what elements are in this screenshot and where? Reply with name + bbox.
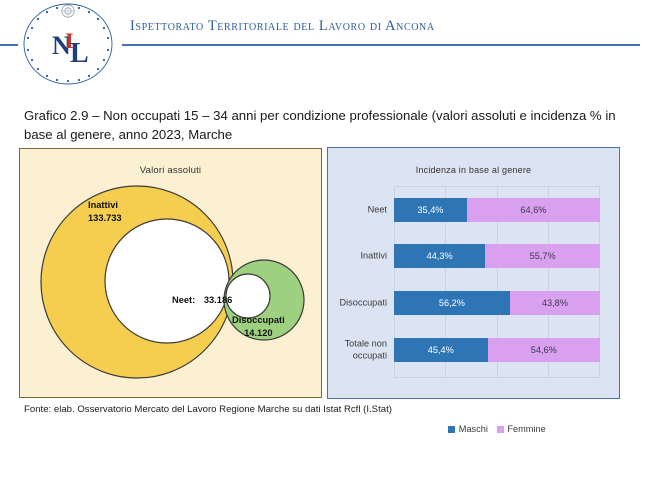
header-organization-title: Ispettorato Territoriale del Lavoro di A… bbox=[130, 18, 435, 34]
left-panel-caption: Valori assoluti bbox=[139, 165, 202, 176]
stacked-bar-chart: Neet 35,4% 64,6% Inattivi 44,3% 55,7% Di… bbox=[328, 148, 619, 434]
bar-category-label: Inattivi bbox=[360, 250, 387, 261]
bar-category-label: Disoccupati bbox=[339, 297, 388, 308]
venn-label-disoccupati-name: Disoccupati bbox=[232, 315, 285, 325]
venn-label-neet: Neet: 33.186 bbox=[172, 294, 232, 307]
circle-neet bbox=[225, 273, 271, 319]
header-rule bbox=[122, 44, 640, 46]
venn-label-inattivi-value: 133.733 bbox=[88, 212, 122, 223]
venn-label-disoccupati-value: 14.120 bbox=[244, 327, 273, 338]
table-row: Inattivi 44,3% 55,7% bbox=[360, 244, 600, 268]
venn-label-inattivi-name: Inattivi bbox=[88, 200, 118, 210]
plot-area: Neet 35,4% 64,6% Inattivi 44,3% 55,7% Di… bbox=[340, 186, 600, 478]
gridline-0 bbox=[394, 186, 395, 377]
figure-source: Fonte: elab. Osservatorio Mercato del La… bbox=[24, 404, 392, 415]
gridline-50 bbox=[497, 186, 498, 377]
svg-text:L: L bbox=[70, 38, 89, 69]
bar-segment-femmine: 64,6% bbox=[466, 198, 600, 222]
legend-label-maschi: Maschi bbox=[458, 424, 488, 434]
legend-label-femmine: Femmine bbox=[507, 424, 546, 434]
legend-item-maschi[interactable]: Maschi bbox=[448, 424, 488, 434]
svg-text:I: I bbox=[65, 28, 74, 53]
bar-segment-femmine: 43,8% bbox=[509, 291, 600, 315]
plot-frame-bottom bbox=[394, 377, 600, 378]
bar-segment-maschi: 44,3% bbox=[394, 244, 486, 268]
right-panel-caption: Incidenza in base al genere bbox=[415, 165, 532, 175]
bar-category-label: Totale non occupati bbox=[344, 338, 387, 361]
venn-label-inattivi: Inattivi 133.733 bbox=[88, 199, 122, 224]
legend-swatch-icon bbox=[448, 425, 456, 433]
venn-label-disoccupati: Disoccupati 14.120 bbox=[232, 314, 285, 339]
table-row: Disoccupati 56,2% 43,8% bbox=[340, 291, 600, 315]
gridline-100 bbox=[599, 186, 600, 377]
bar-segment-maschi: 56,2% bbox=[394, 291, 510, 315]
venn-label-neet-name: Neet: bbox=[172, 295, 196, 305]
figure-title: Grafico 2.9 – Non occupati 15 – 34 anni … bbox=[24, 108, 616, 142]
legend-item-femmine[interactable]: Femmine bbox=[496, 424, 546, 434]
bar-segment-femmine: 55,7% bbox=[485, 244, 600, 268]
panel-incidenza-genere: Incidenza in base al genere Neet 35,4% 6… bbox=[327, 147, 620, 434]
circle-inattivi-inner-hole bbox=[104, 218, 230, 344]
venn-label-neet-value: 33.186 bbox=[203, 295, 233, 305]
svg-text:N: N bbox=[52, 31, 71, 60]
gridline-75 bbox=[548, 186, 549, 377]
bar-segment-maschi: 35,4% bbox=[394, 198, 467, 222]
page-header: N I L Ispettorato Territoriale del Lavor… bbox=[0, 0, 650, 85]
gridline-25 bbox=[445, 186, 446, 377]
bar-category-label: Neet bbox=[367, 204, 387, 215]
bar-segment-maschi: 45,4% bbox=[394, 338, 488, 362]
inl-logo: N I L bbox=[16, 0, 120, 85]
chart-legend: Maschi Femmine bbox=[394, 424, 600, 434]
legend-swatch-icon bbox=[496, 425, 504, 433]
header-rule-left bbox=[0, 44, 18, 46]
panel-valori-assoluti: Valori assoluti Inattivi 133.733 Disoccu… bbox=[19, 148, 322, 398]
table-row: Neet 35,4% 64,6% bbox=[368, 198, 600, 222]
bar-segment-femmine: 54,6% bbox=[487, 338, 600, 362]
euler-diagram bbox=[20, 149, 321, 397]
table-row: Totale non occupati 45,4% 54,6% bbox=[345, 338, 600, 362]
